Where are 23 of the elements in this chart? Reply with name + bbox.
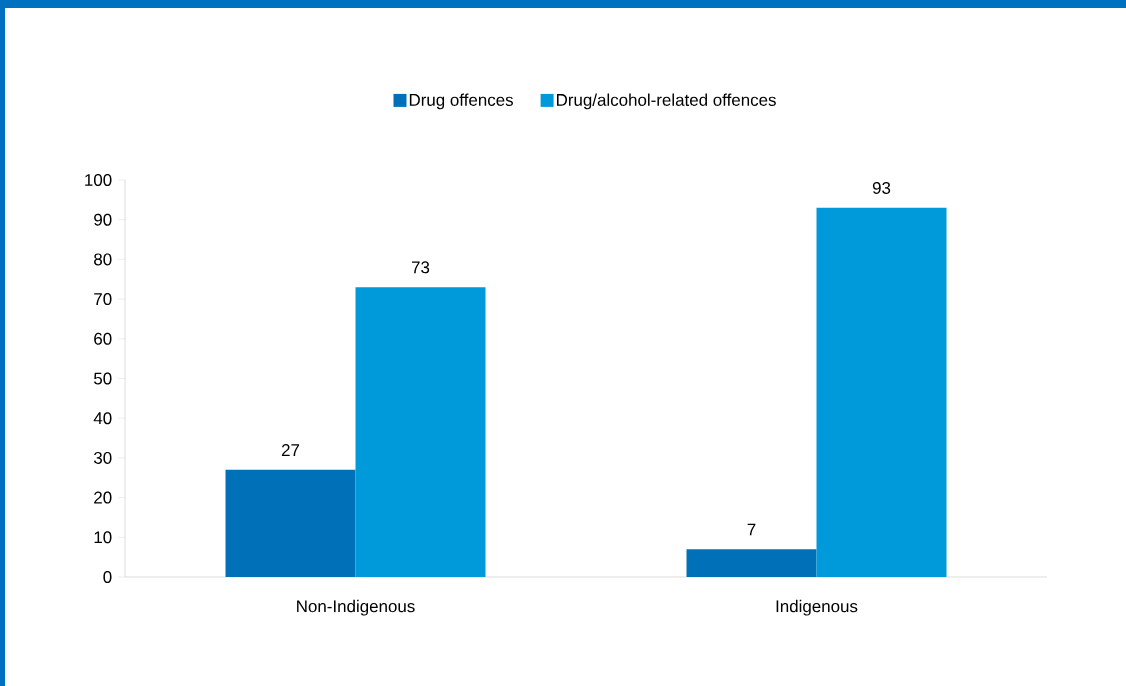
- bar: [686, 549, 817, 577]
- y-tick-label: 60: [94, 332, 112, 345]
- y-tick-label: 20: [94, 491, 112, 504]
- y-tick-label: 70: [94, 293, 112, 306]
- legend-label: Drug offences: [409, 93, 513, 110]
- y-tick-label: 90: [94, 213, 112, 226]
- y-tick-label: 0: [103, 570, 112, 583]
- y-tick-label: 40: [93, 412, 112, 425]
- y-tick-label: 100: [85, 173, 112, 186]
- bar: [816, 207, 947, 577]
- bar: [225, 469, 356, 577]
- x-tick-label: Non-Indigenous: [297, 599, 415, 616]
- bar: [355, 287, 486, 577]
- y-tick-label: 30: [93, 451, 112, 464]
- x-tick-label: Indigenous: [776, 599, 858, 616]
- y-tick-label: 80: [94, 253, 112, 266]
- data-label: 7: [747, 523, 756, 536]
- data-label: 73: [411, 261, 430, 274]
- data-label: 93: [872, 181, 891, 194]
- data-label: 27: [281, 444, 300, 456]
- y-tick-label: 10: [94, 531, 112, 544]
- y-tick-label: 50: [94, 372, 112, 385]
- legend-label: Drug/alcohol-related offences: [556, 93, 776, 110]
